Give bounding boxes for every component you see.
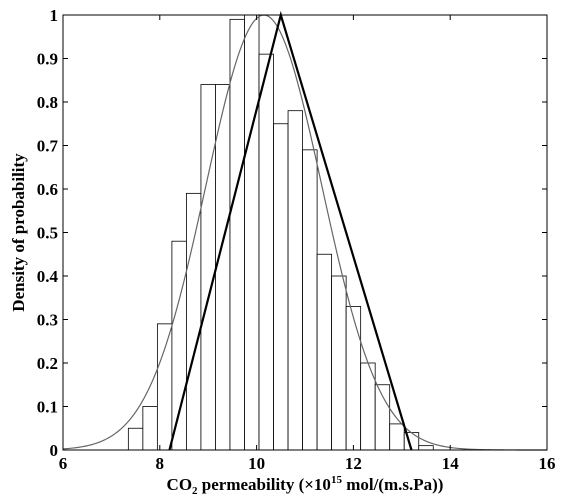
histogram-bar <box>418 445 434 451</box>
histogram-bar <box>258 53 274 451</box>
histogram-bar <box>273 123 289 451</box>
x-tick-label: 10 <box>248 454 265 473</box>
y-tick-label: 0.4 <box>37 267 59 286</box>
normal-fit-curve <box>62 14 547 451</box>
histogram-bar <box>389 423 405 451</box>
histogram-bar <box>287 110 303 451</box>
y-tick-label: 0.2 <box>37 354 58 373</box>
histogram-bar <box>316 253 333 451</box>
y-tick-label: 0.6 <box>37 180 58 199</box>
histogram-bar <box>171 240 187 451</box>
y-tick-label: 0.9 <box>37 50 58 69</box>
histogram-bar <box>127 427 144 451</box>
x-tick-label: 16 <box>539 454 556 473</box>
y-axis-label: Density of probability <box>9 153 28 312</box>
y-tick-label: 0.7 <box>37 137 59 156</box>
x-tick-label: 12 <box>345 454 362 473</box>
histogram-bar <box>244 14 260 451</box>
y-tick-label: 0.8 <box>37 93 58 112</box>
histogram-bar <box>200 84 216 451</box>
axis-labels: 6 8 10 12 14 16 0 0.1 0.2 0.3 0.4 0.5 0.6 0.7 0.8 0.9 1 C… <box>9 6 556 497</box>
x-tick-label: 14 <box>442 454 460 473</box>
histogram-bar <box>215 84 231 451</box>
x-tick-label: 6 <box>59 454 68 473</box>
histogram-bar <box>345 306 362 451</box>
y-tick-label: 0 <box>50 441 59 460</box>
axes <box>62 14 548 451</box>
x-tick-label: 8 <box>156 454 165 473</box>
x-axis-label: CO2 permeability (×1015 mol/(m.s.Pa)) <box>167 474 444 497</box>
histogram-bar <box>156 323 173 451</box>
y-tick-label: 0.3 <box>37 311 58 330</box>
histogram-bar <box>302 149 318 451</box>
y-tick-label: 0.5 <box>37 224 58 243</box>
histogram-bar <box>142 406 158 451</box>
histogram-bar <box>374 384 391 451</box>
y-tick-label: 1 <box>50 6 59 25</box>
histogram-bar <box>331 275 347 451</box>
histogram-bar <box>229 18 245 451</box>
histogram-bar <box>186 192 202 451</box>
y-tick-label: 0.1 <box>37 398 58 417</box>
